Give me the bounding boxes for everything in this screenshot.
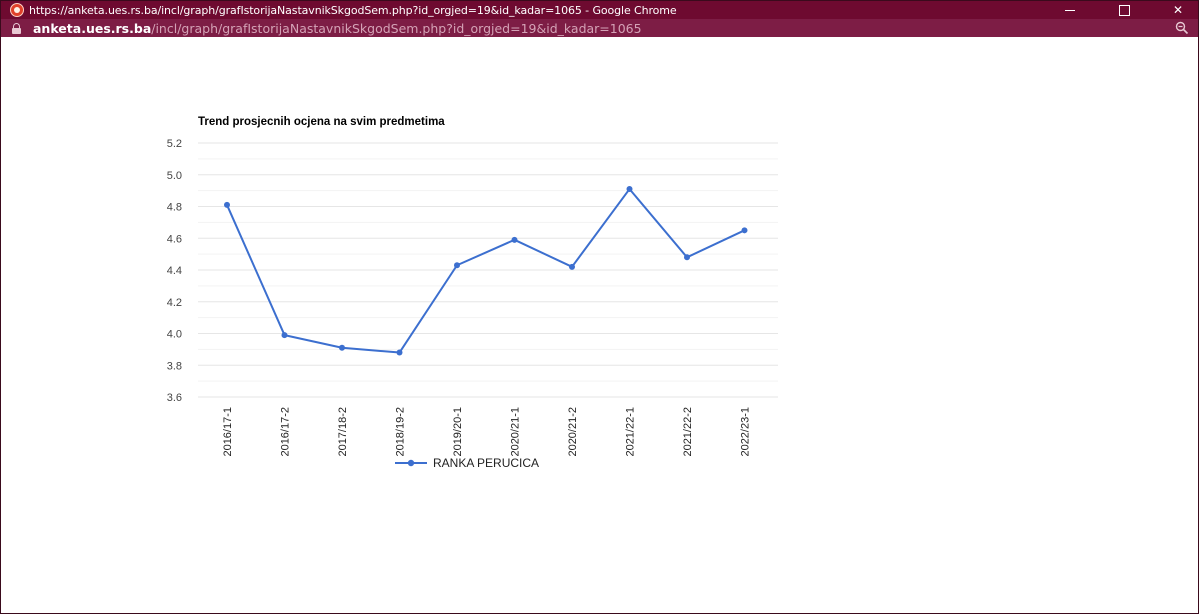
- url-path: /incl/graph/grafIstorijaNastavnikSkgodSe…: [151, 20, 642, 36]
- x-tick-label: 2020/21-2: [567, 407, 579, 457]
- data-point: [741, 227, 748, 234]
- minimize-icon: [1065, 9, 1075, 11]
- y-tick-label: 4.0: [167, 329, 182, 341]
- site-favicon-icon: [10, 3, 24, 17]
- series-line: [226, 188, 745, 354]
- y-tick-label: 3.8: [167, 360, 182, 372]
- x-tick-label: 2018/19-2: [395, 407, 407, 457]
- data-point: [454, 262, 460, 269]
- data-point: [626, 186, 633, 193]
- zoom-icon[interactable]: [1175, 21, 1189, 35]
- x-tick-label: 2022/23-1: [740, 407, 752, 457]
- x-tick-label: 2019/20-1: [452, 407, 464, 457]
- data-point: [281, 332, 288, 339]
- data-point: [339, 344, 345, 351]
- x-tick-label: 2021/22-2: [682, 407, 694, 457]
- line-chart: Trend prosjecnih ocjena na svim predmeti…: [167, 116, 778, 470]
- maximize-icon: [1118, 4, 1130, 16]
- url-text[interactable]: anketa.ues.rs.ba/incl/graph/grafIstorija…: [33, 21, 642, 36]
- address-bar[interactable]: anketa.ues.rs.ba/incl/graph/grafIstorija…: [1, 19, 1198, 37]
- title-bar[interactable]: https://anketa.ues.rs.ba/incl/graph/graf…: [1, 1, 1198, 19]
- y-tick-label: 4.6: [167, 233, 182, 245]
- x-tick-label: 2017/18-2: [337, 407, 349, 457]
- data-point: [396, 349, 403, 356]
- maximize-button[interactable]: [1101, 1, 1147, 19]
- y-tick-label: 4.4: [167, 265, 182, 277]
- data-point: [224, 201, 230, 208]
- y-tick-label: 5.0: [167, 170, 182, 182]
- window-title: https://anketa.ues.rs.ba/incl/graph/graf…: [29, 3, 677, 17]
- y-tick-label: 4.8: [167, 202, 182, 214]
- x-tick-label: 2016/17-1: [222, 407, 234, 457]
- x-tick-label: 2016/17-2: [280, 407, 292, 457]
- y-tick-label: 3.6: [167, 392, 182, 404]
- close-button[interactable]: ✕: [1155, 1, 1198, 19]
- data-point: [684, 254, 690, 261]
- legend-label: RANKA PERUCICA: [433, 456, 539, 470]
- minimize-button[interactable]: [1047, 1, 1093, 19]
- y-tick-label: 4.2: [167, 297, 182, 309]
- data-point: [569, 263, 575, 270]
- chart-area: Trend prosjecnih ocjena na svim predmeti…: [1, 37, 1198, 613]
- legend-marker: [407, 459, 415, 467]
- lock-icon[interactable]: [12, 23, 21, 34]
- url-domain: anketa.ues.rs.ba: [33, 20, 152, 36]
- x-tick-label: 2020/21-1: [510, 407, 522, 457]
- y-tick-label: 5.2: [167, 138, 182, 150]
- data-point: [511, 236, 518, 243]
- x-tick-label: 2021/22-1: [625, 407, 637, 457]
- close-icon: ✕: [1172, 3, 1184, 17]
- chart-title: Trend prosjecnih ocjena na svim predmeti…: [198, 116, 445, 128]
